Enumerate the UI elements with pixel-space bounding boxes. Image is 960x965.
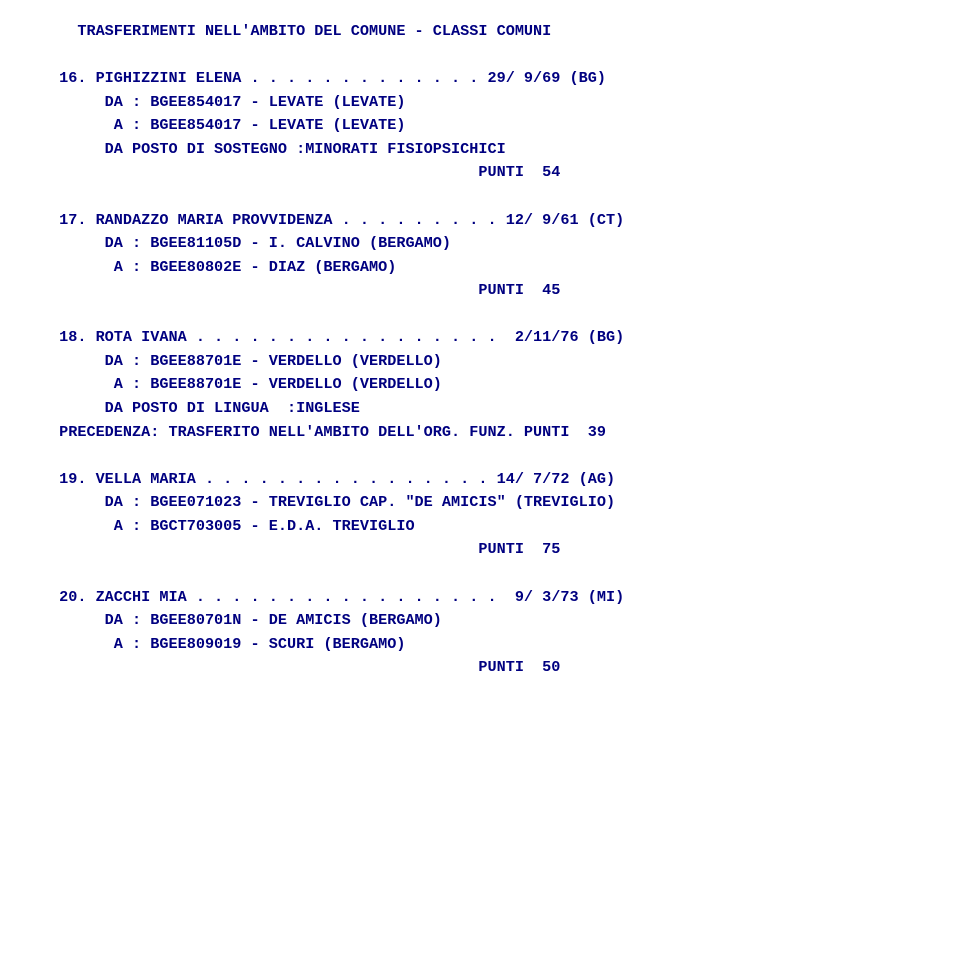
entry-header: 17. RANDAZZO MARIA PROVVIDENZA . . . . .… xyxy=(50,211,624,229)
entry-da: DA : BGEE071023 - TREVIGLIO CAP. "DE AMI… xyxy=(50,493,615,511)
entry-posto: DA POSTO DI LINGUA :INGLESE xyxy=(50,399,360,417)
entry-a: A : BGCT703005 - E.D.A. TREVIGLIO xyxy=(50,517,415,535)
entry-a: A : BGEE854017 - LEVATE (LEVATE) xyxy=(50,116,405,134)
entry-a: A : BGEE88701E - VERDELLO (VERDELLO) xyxy=(50,375,442,393)
entry-a: A : BGEE809019 - SCURI (BERGAMO) xyxy=(50,635,405,653)
entry-da: DA : BGEE854017 - LEVATE (LEVATE) xyxy=(50,93,405,111)
entry-posto: DA POSTO DI SOSTEGNO :MINORATI FISIOPSIC… xyxy=(50,140,506,158)
entry-header: 16. PIGHIZZINI ELENA . . . . . . . . . .… xyxy=(50,69,606,87)
entry-preced-punti: PRECEDENZA: TRASFERITO NELL'AMBITO DELL'… xyxy=(50,423,606,441)
document-page: TRASFERIMENTI NELL'AMBITO DEL COMUNE - C… xyxy=(0,0,960,704)
entry-da: DA : BGEE81105D - I. CALVINO (BERGAMO) xyxy=(50,234,451,252)
entry-header: 19. VELLA MARIA . . . . . . . . . . . . … xyxy=(50,470,615,488)
entry-header: 20. ZACCHI MIA . . . . . . . . . . . . .… xyxy=(50,588,624,606)
document-title: TRASFERIMENTI NELL'AMBITO DEL COMUNE - C… xyxy=(50,22,551,40)
entry-header: 18. ROTA IVANA . . . . . . . . . . . . .… xyxy=(50,328,624,346)
entry-da: DA : BGEE88701E - VERDELLO (VERDELLO) xyxy=(50,352,442,370)
entry-punti: PUNTI 75 xyxy=(50,540,560,558)
entry-a: A : BGEE80802E - DIAZ (BERGAMO) xyxy=(50,258,396,276)
entry-punti: PUNTI 54 xyxy=(50,163,560,181)
entry-da: DA : BGEE80701N - DE AMICIS (BERGAMO) xyxy=(50,611,442,629)
entry-punti: PUNTI 50 xyxy=(50,658,560,676)
entry-punti: PUNTI 45 xyxy=(50,281,560,299)
